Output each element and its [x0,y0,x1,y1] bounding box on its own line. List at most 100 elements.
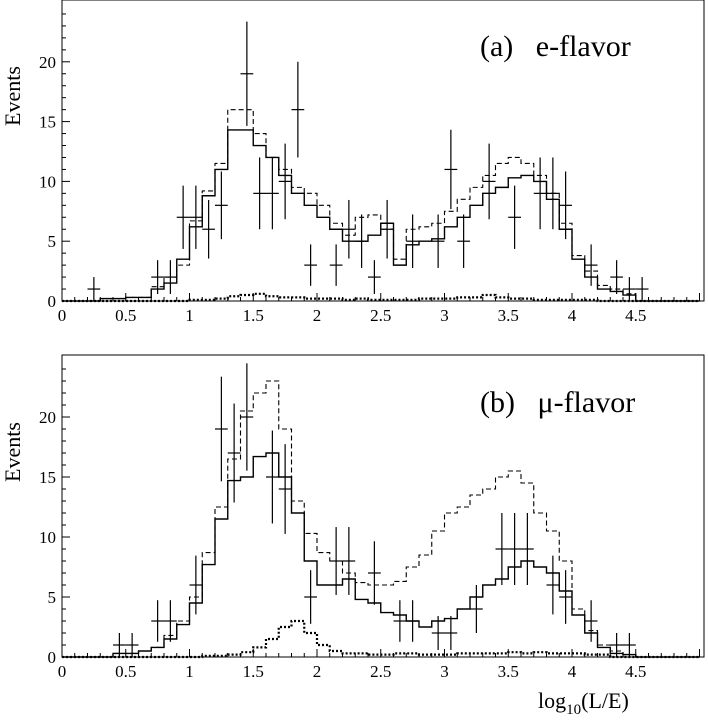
panel-b-title: (b) μ-flavor [480,386,635,419]
x-tick-label: 0.5 [115,306,136,325]
data-point [240,21,254,126]
data-point [304,570,317,624]
x-axis-label-rest: (L/E) [581,688,629,713]
data-point [342,199,356,259]
data-point [533,157,547,230]
data-point [508,513,521,585]
y-tick-label: 15 [39,113,56,132]
data-point [584,600,598,642]
y-tick-label: 5 [48,232,57,251]
data-point [368,260,381,294]
panel-b-title-prefix: (b) [480,386,537,419]
data-point [431,616,445,650]
data-point [546,157,560,230]
data-point [189,185,203,249]
y-tick-label: 20 [39,408,56,427]
x-tick-label: 2.5 [370,662,391,681]
data-point [406,214,419,268]
data-point [623,633,636,657]
data-point [623,277,636,301]
x-tick-label: 4 [568,662,577,681]
data-point [444,616,458,650]
data-point [164,260,177,294]
panel-b-title-symbol: μ [537,386,553,419]
x-axis-label: log10(L/E) [538,688,629,718]
data-point [151,260,164,294]
x-axis-label-log: log [538,688,566,713]
data-point [278,143,292,220]
data-point [521,513,534,585]
series-dotted [62,619,700,659]
data-point [546,555,560,615]
series-dashed [62,109,700,302]
x-tick-label: 2.5 [370,306,391,325]
x-tick-label: 3 [440,662,449,681]
panel-b-ticks: 0 0.5 1 1.5 2 2.5 3 3.5 4 4.5 0 5 10 15 20 [39,368,700,681]
data-point [278,444,292,534]
x-axis-label-subscript: 10 [566,702,581,718]
data-point [635,277,649,301]
panel-b-series [62,380,700,659]
y-tick-label: 10 [39,528,56,547]
x-tick-label: 1 [185,306,194,325]
data-point [329,527,343,595]
data-point [559,171,572,240]
data-point [342,527,356,595]
x-tick-label: 4.5 [625,306,646,325]
series-dotted [62,292,700,303]
x-tick-label: 4 [568,306,577,325]
data-point [164,600,177,642]
data-point [355,214,368,268]
data-point [176,185,190,249]
data-point [610,260,623,294]
y-tick-label: 15 [39,468,56,487]
series-solid [62,452,700,658]
data-point [380,199,394,259]
x-tick-label: 2 [313,662,322,681]
panel-b-y-axis-label: Events [0,422,25,482]
data-point [266,430,279,524]
panel-b-data-points [113,363,636,657]
data-point [189,555,203,615]
data-point [431,214,445,268]
x-tick-label: 4.5 [625,662,646,681]
data-point [291,61,305,158]
data-point [470,585,483,633]
panel-b-frame [61,354,705,658]
data-point [559,570,572,624]
panel-a-frame [61,0,705,302]
panel-a-title: (a) e-flavor [480,30,631,63]
data-point [444,129,458,210]
panel-b-mu-flavor: 0 0.5 1 1.5 2 2.5 3 3.5 4 4.5 0 5 10 15 20 Events (b) … [0,354,705,718]
panel-b-title-suffix: -flavor [554,386,636,419]
data-point [151,600,164,642]
data-point [508,185,521,249]
data-point [584,244,598,286]
x-tick-label: 1 [185,662,194,681]
x-tick-label: 3.5 [498,662,519,681]
data-point [457,214,470,268]
panel-a-e-flavor: 0 0.5 1 1.5 2 2.5 3 3.5 4 4.5 0 5 10 15 20 Events (a) … [0,0,705,325]
data-point [393,600,407,642]
x-tick-label: 3 [440,306,449,325]
data-point [266,157,279,230]
y-tick-label: 0 [48,292,57,311]
x-tick-label: 3.5 [498,306,519,325]
series-dashed [62,380,700,658]
data-point [495,513,509,585]
x-tick-label: 1.5 [243,662,264,681]
data-point [113,633,126,657]
x-tick-label: 2 [313,306,322,325]
data-point [368,541,381,605]
panel-a-ticks: 0 0.5 1 1.5 2 2.5 3 3.5 4 4.5 0 5 10 15 20 [39,13,700,325]
x-tick-label: 0.5 [115,662,136,681]
data-point [202,199,215,259]
x-tick-label: 0 [58,662,67,681]
data-point [215,171,228,240]
data-point [227,403,241,503]
data-point [610,633,623,657]
data-point [482,143,496,220]
data-point [406,600,419,642]
data-point [240,363,254,471]
y-tick-label: 10 [39,172,56,191]
